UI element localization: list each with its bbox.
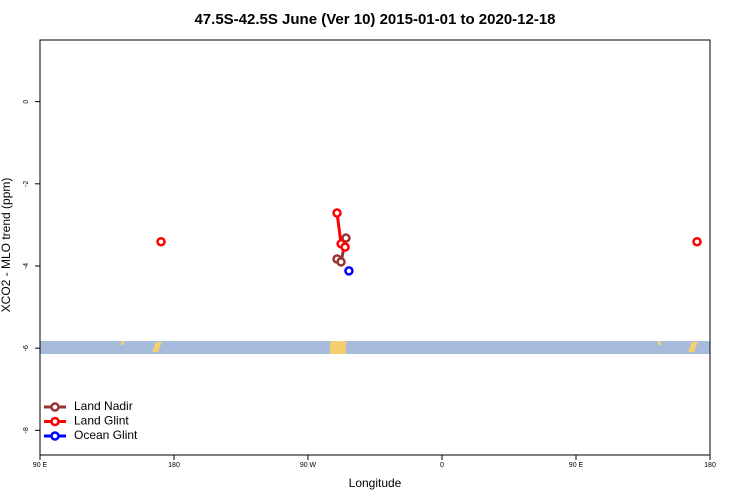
x-tick-label: 90 W bbox=[300, 462, 317, 469]
point bbox=[156, 236, 166, 247]
point bbox=[692, 236, 702, 247]
x-tick-label: 180 bbox=[704, 462, 716, 469]
chart-title: 47.5S-42.5S June (Ver 10) 2015-01-01 to … bbox=[194, 11, 555, 28]
legend-label: Land Nadir bbox=[74, 399, 133, 413]
y-axis-label: XCO2 - MLO trend (ppm) bbox=[0, 178, 13, 313]
y-tick-label: 0 bbox=[23, 100, 30, 104]
legend-label: Land Glint bbox=[74, 414, 129, 428]
map-strip bbox=[40, 341, 710, 354]
series-line bbox=[337, 213, 697, 247]
x-tick-label: 90 E bbox=[569, 462, 584, 469]
y-tick-label: -4 bbox=[23, 263, 30, 269]
y-tick-label: -6 bbox=[23, 345, 30, 351]
point bbox=[344, 266, 354, 276]
legend-label: Ocean Glint bbox=[74, 428, 138, 442]
point bbox=[332, 208, 342, 218]
y-tick-label: -2 bbox=[23, 181, 30, 187]
point bbox=[340, 242, 350, 252]
x-tick-label: 90 E bbox=[33, 462, 48, 469]
legend-marker bbox=[50, 416, 60, 427]
legend-marker bbox=[50, 402, 60, 412]
point bbox=[336, 257, 346, 267]
point bbox=[341, 233, 351, 243]
legend-marker bbox=[50, 431, 60, 441]
x-axis-label: Longitude bbox=[349, 476, 402, 490]
y-tick-label: -8 bbox=[23, 427, 30, 433]
x-tick-label: 180 bbox=[168, 462, 180, 469]
plot-frame bbox=[39, 39, 711, 456]
x-tick-label: 0 bbox=[440, 462, 444, 469]
